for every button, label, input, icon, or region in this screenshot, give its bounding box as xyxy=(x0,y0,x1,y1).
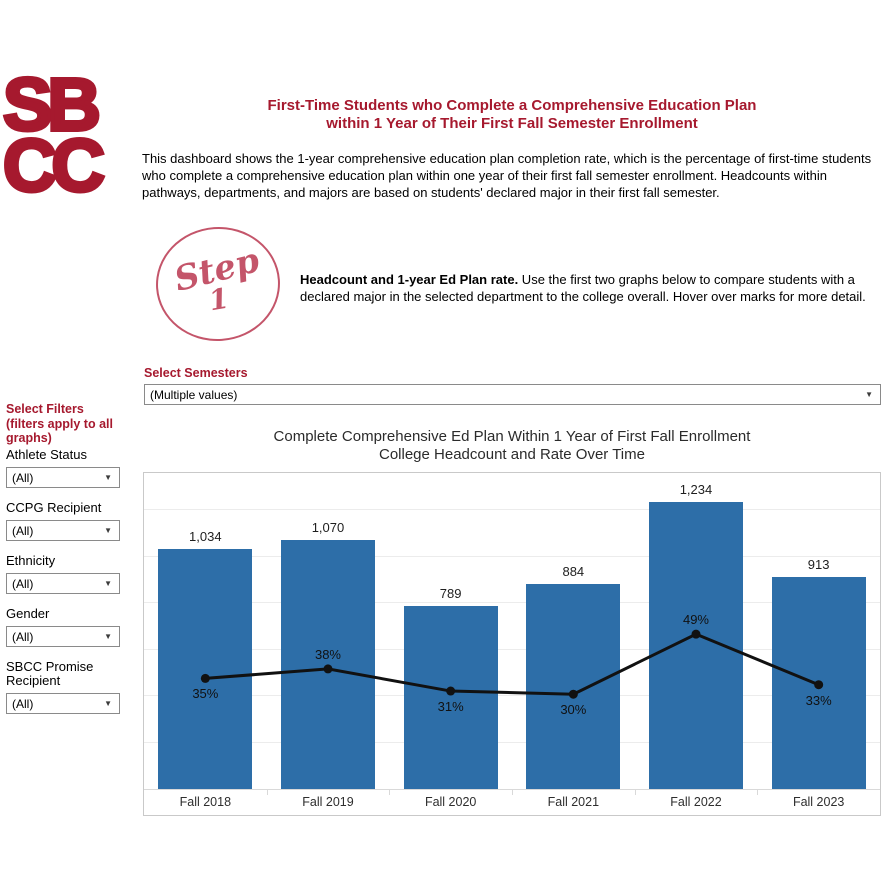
rate-point-label: 33% xyxy=(805,692,832,708)
semesters-dropdown[interactable]: (Multiple values) ▼ xyxy=(144,384,881,405)
filter-group: Gender (All) ▼ xyxy=(6,607,134,647)
x-axis-label: Fall 2022 xyxy=(670,795,722,809)
bar-value-label: 913 xyxy=(807,556,830,572)
rate-point[interactable] xyxy=(446,686,456,696)
chart-title-line2: College Headcount and Rate Over Time xyxy=(379,445,645,463)
filter-dropdown[interactable]: (All) ▼ xyxy=(6,693,120,714)
page-title-line1: First-Time Students who Complete a Compr… xyxy=(267,97,757,114)
step-1-stamp-icon: Step 1 xyxy=(152,222,284,346)
gridline xyxy=(144,695,880,697)
filter-dropdown-value: (All) xyxy=(12,576,34,591)
bar-value-label: 1,234 xyxy=(679,482,713,498)
filter-dropdown[interactable]: (All) ▼ xyxy=(6,520,120,541)
filter-dropdown-value: (All) xyxy=(12,523,34,538)
headcount-rate-chart: 1,034 1,070 789 884 1,234 913 35% 38% 31% 30% 49% 3… xyxy=(143,472,881,816)
rate-point-label: 49% xyxy=(682,612,709,628)
rate-point[interactable] xyxy=(200,673,210,683)
x-axis-label: Fall 2023 xyxy=(792,795,845,809)
rate-point-label: 31% xyxy=(437,699,464,715)
bar-value-label: 1,034 xyxy=(189,528,222,544)
rate-line-layer xyxy=(200,629,824,699)
axis-tick xyxy=(266,790,268,795)
x-axis-label: Fall 2020 xyxy=(424,795,477,809)
headcount-bar[interactable] xyxy=(158,548,253,789)
step-1-instructions: Headcount and 1-year Ed Plan rate. Use t… xyxy=(300,271,880,305)
filter-label: Gender xyxy=(6,606,50,621)
rate-point[interactable] xyxy=(568,689,578,699)
chart-x-axis: Fall 2018 Fall 2019 Fall 2020 Fall 2021 Fall… xyxy=(144,789,880,815)
chart-title: Complete Comprehensive Ed Plan Within 1 … xyxy=(140,428,884,463)
bar-value-label: 884 xyxy=(562,563,585,579)
sbcc-logo-line2: CC xyxy=(1,124,107,207)
step-stamp-number: 1 xyxy=(206,281,232,318)
axis-tick xyxy=(634,790,636,795)
sbcc-logo: SB CC xyxy=(1,63,107,207)
x-axis-label: Fall 2019 xyxy=(302,795,354,809)
axis-tick xyxy=(389,790,391,795)
rate-point[interactable] xyxy=(323,664,333,674)
filter-label: SBCC Promise Recipient xyxy=(6,659,94,688)
bar-value-label: 789 xyxy=(439,585,462,601)
select-filters-title-line3: graphs) xyxy=(6,431,52,445)
filter-label: CCPG Recipient xyxy=(6,500,102,515)
filter-dropdown-value: (All) xyxy=(12,470,34,485)
filter-group: Athlete Status (All) ▼ xyxy=(6,448,134,488)
headcount-bar[interactable] xyxy=(526,583,621,789)
step-1-body: Use the first two graphs below to compar… xyxy=(300,272,866,304)
chevron-down-icon: ▼ xyxy=(104,578,112,588)
x-axis-label: Fall 2021 xyxy=(547,795,600,809)
chart-title-line1: Complete Comprehensive Ed Plan Within 1 … xyxy=(273,428,751,445)
gridline xyxy=(144,741,880,743)
bar-value-label: 1,070 xyxy=(311,520,345,536)
page-title: First-Time Students who Complete a Compr… xyxy=(140,97,884,133)
sbcc-logo-line1: SB xyxy=(1,63,103,146)
dashboard-description: This dashboard shows the 1-year comprehe… xyxy=(142,151,872,200)
rate-point-label: 35% xyxy=(192,686,219,702)
axis-tick xyxy=(757,790,759,795)
gridline xyxy=(144,555,880,557)
chevron-down-icon: ▼ xyxy=(104,525,112,535)
rate-point[interactable] xyxy=(814,680,824,690)
chevron-down-icon: ▼ xyxy=(104,698,112,708)
filter-dropdown[interactable]: (All) ▼ xyxy=(6,626,120,647)
select-filters-title: Select Filters (filters apply to all gra… xyxy=(6,402,134,446)
filter-dropdown-value: (All) xyxy=(12,696,34,711)
filter-dropdown[interactable]: (All) ▼ xyxy=(6,573,120,594)
headcount-bar[interactable] xyxy=(403,605,498,789)
rate-point-label: 38% xyxy=(314,646,341,662)
gridline xyxy=(144,602,880,604)
filter-dropdown[interactable]: (All) ▼ xyxy=(6,467,120,488)
rate-line xyxy=(205,632,820,696)
chevron-down-icon: ▼ xyxy=(104,472,112,482)
chart-plot-area: 1,034 1,070 789 884 1,234 913 35% 38% 31% 30% 49% 3… xyxy=(144,473,880,789)
rate-point-label: 30% xyxy=(560,702,587,718)
filter-panel: Athlete Status (All) ▼ CCPG Recipient (All) ▼… xyxy=(6,448,134,727)
filter-group: SBCC Promise Recipient (All) ▼ xyxy=(6,660,134,714)
filter-group: CCPG Recipient (All) ▼ xyxy=(6,501,134,541)
select-filters-title-line1: Select Filters xyxy=(6,402,84,416)
filter-label: Athlete Status xyxy=(6,447,87,462)
select-semesters-label: Select Semesters xyxy=(144,366,248,380)
gridline xyxy=(144,648,880,650)
filter-group: Ethnicity (All) ▼ xyxy=(6,554,134,594)
axis-tick xyxy=(512,790,513,795)
rate-point[interactable] xyxy=(691,629,701,639)
semesters-dropdown-value: (Multiple values) xyxy=(150,387,238,402)
x-axis-label: Fall 2018 xyxy=(179,795,232,809)
select-filters-title-line2: (filters apply to all xyxy=(6,416,113,431)
chevron-down-icon: ▼ xyxy=(865,389,873,399)
chevron-down-icon: ▼ xyxy=(104,631,112,641)
gridline xyxy=(144,509,880,511)
filter-dropdown-value: (All) xyxy=(12,629,34,644)
page-title-line2: within 1 Year of Their First Fall Semest… xyxy=(326,115,698,132)
step-1-heading: Headcount and 1-year Ed Plan rate. xyxy=(300,272,519,287)
filter-label: Ethnicity xyxy=(6,553,56,568)
